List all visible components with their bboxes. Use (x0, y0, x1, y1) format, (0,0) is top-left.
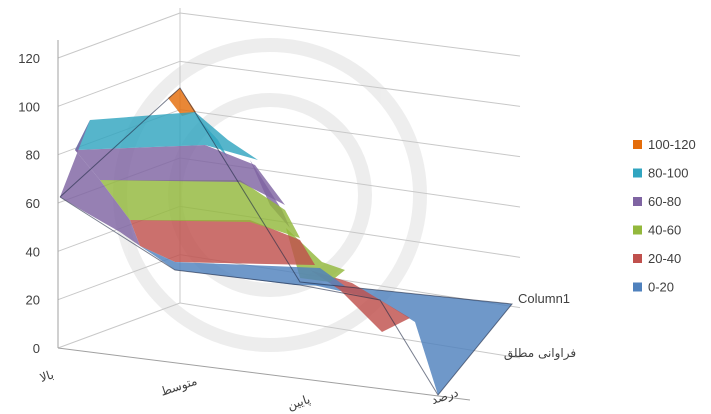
legend-swatch (633, 197, 642, 206)
surface-plot (59, 87, 513, 396)
legend-label: 40-60 (648, 223, 681, 238)
legend-swatch (633, 168, 642, 178)
x-category-label: پایین (286, 392, 313, 413)
surface-band-0-20 (140, 246, 345, 286)
z-tick-label: 40 (26, 244, 40, 259)
z-tick-label: 100 (18, 99, 40, 114)
legend: 100-120 80-100 60-80 40-60 20-40 0-20 (633, 137, 696, 295)
legend-label: 60-80 (648, 194, 681, 209)
gridline (179, 60, 521, 107)
z-tick-label: 80 (26, 148, 40, 163)
x-category-label: متوسط (159, 374, 199, 400)
legend-swatch (633, 254, 642, 263)
depth-series-label: فراوانی مطلق (504, 346, 576, 361)
legend-label: 80-100 (648, 166, 688, 181)
gridline (57, 302, 181, 349)
legend-swatch (633, 282, 642, 292)
legend-swatch (633, 225, 642, 235)
z-tick-label: 60 (26, 196, 40, 211)
z-tick-label: 20 (26, 293, 40, 308)
x-axis-line (57, 347, 471, 401)
gridline (57, 254, 181, 301)
z-tick-labels: 0 20 40 60 80 100 120 (18, 51, 40, 356)
legend-label: 100-120 (648, 137, 696, 152)
x-category-label: بالا (38, 367, 55, 385)
gridline (179, 12, 521, 57)
surface-band-60-80 (60, 120, 140, 246)
gridline (57, 12, 181, 59)
surface-band-80-100 (75, 112, 258, 160)
surface-band-0-20 (300, 282, 512, 395)
z-tick-label: 0 (33, 341, 40, 356)
surface-outline (59, 87, 513, 396)
legend-label: 0-20 (648, 280, 674, 295)
legend-label: 20-40 (648, 251, 681, 266)
surface-band-60-80 (75, 145, 285, 205)
gridline (57, 60, 181, 107)
legend-swatch (633, 140, 642, 149)
gridline (179, 109, 521, 158)
surface-band-40-60 (100, 180, 300, 238)
z-tick-label: 120 (18, 51, 40, 66)
surface-band-100-120 (168, 88, 196, 116)
depth-series-label: Column1 (518, 291, 570, 306)
